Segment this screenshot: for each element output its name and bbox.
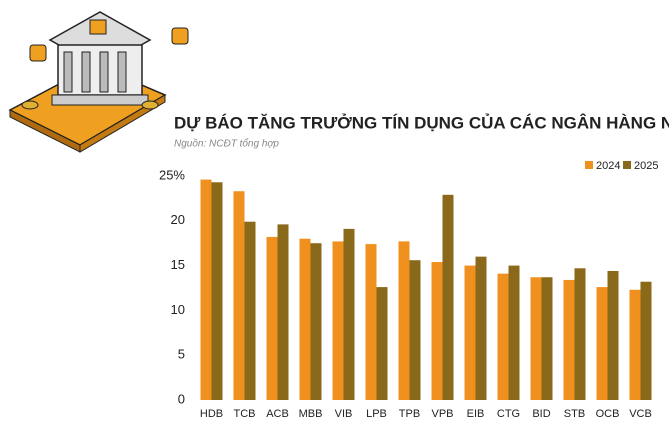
bar (266, 236, 278, 400)
bar (431, 262, 443, 400)
bar (409, 260, 421, 400)
bank-illustration (8, 11, 189, 153)
x-tick-label: TPB (399, 408, 420, 420)
x-tick-label: HDB (200, 408, 223, 420)
bar (563, 279, 575, 400)
x-tick-label: VIB (335, 408, 353, 420)
y-tick-label: 25% (159, 167, 185, 182)
y-tick-label: 5 (178, 347, 185, 362)
x-tick-label: MBB (299, 408, 323, 420)
bar (244, 221, 256, 400)
y-tick-label: 0 (178, 391, 185, 406)
x-tick-label: STB (564, 408, 585, 420)
bar (376, 287, 388, 400)
bar (442, 194, 454, 400)
x-tick-label: CTG (497, 408, 520, 420)
x-tick-label: EIB (467, 408, 485, 420)
bar (343, 228, 355, 400)
legend-label: 2025 (634, 160, 658, 172)
bar (596, 287, 608, 400)
chart-subtitle: Nguồn: NCĐT tổng hợp (174, 138, 279, 150)
bar (299, 238, 311, 400)
bar (233, 191, 245, 400)
bar (640, 281, 652, 400)
x-tick-label: LPB (366, 408, 387, 420)
bar (508, 265, 520, 400)
y-tick-label: 20 (171, 212, 185, 227)
x-tick-label: BID (532, 408, 550, 420)
bar (497, 273, 509, 400)
bar (365, 244, 377, 400)
bar (574, 268, 586, 400)
bar (629, 289, 641, 400)
y-tick-label: 10 (171, 302, 185, 317)
x-tick-label: TCB (234, 408, 256, 420)
legend-label: 2024 (596, 160, 620, 172)
chart-title: DỰ BÁO TĂNG TRƯỞNG TÍN DỤNG CỦA CÁC NGÂN… (174, 113, 669, 132)
bar (464, 265, 476, 400)
x-tick-label: ACB (266, 408, 289, 420)
bar (332, 241, 344, 400)
bar (475, 256, 487, 400)
x-tick-label: OCB (596, 408, 620, 420)
bar (541, 277, 553, 400)
x-tick-label: VPB (431, 408, 453, 420)
bar (277, 224, 289, 400)
bar (310, 243, 322, 400)
y-tick-label: 15 (171, 257, 185, 272)
bar (211, 182, 223, 400)
legend-swatch (585, 161, 593, 169)
bar (200, 179, 212, 400)
x-tick-label: VCB (629, 408, 652, 420)
legend-swatch (623, 161, 631, 169)
bar (530, 277, 542, 400)
bar (607, 270, 619, 400)
bar (398, 241, 410, 400)
